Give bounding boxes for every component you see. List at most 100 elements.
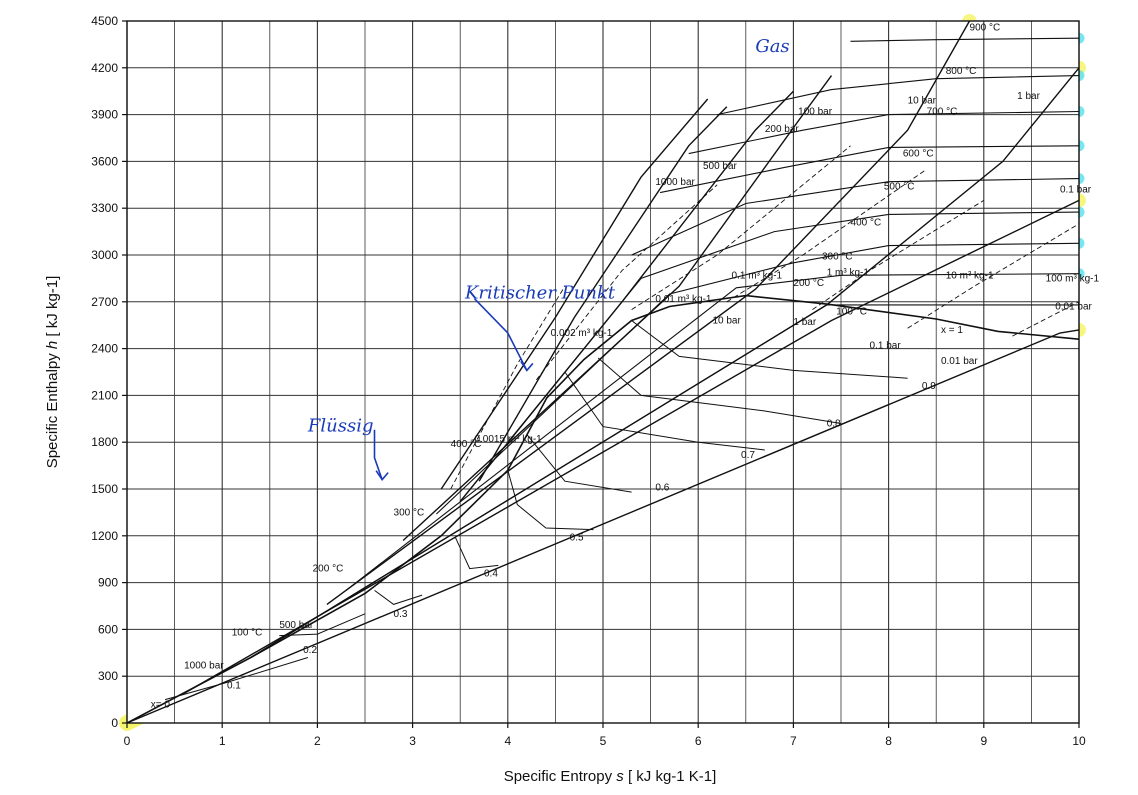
- curve-label: 0.1: [227, 681, 241, 692]
- isobar-line: [478, 106, 728, 482]
- curve-label: 0.01 m³ kg-1: [655, 294, 712, 305]
- quality-line: [454, 537, 499, 570]
- handwritten-note: Flüssig: [307, 415, 374, 436]
- handwritten-note: Kritischer Punkt: [464, 283, 616, 304]
- y-tick-label: 1500: [91, 482, 118, 496]
- curve-label: 0.7: [741, 450, 755, 461]
- y-tick-label: 3900: [91, 108, 118, 122]
- curve-label: 0.01 bar: [941, 356, 978, 367]
- curve-label: 100 bar: [798, 107, 833, 118]
- isobar-line: [440, 98, 709, 490]
- y-tick-label: 1200: [91, 529, 118, 543]
- x-tick-label: 3: [409, 734, 416, 748]
- handwritten-arrowhead: [375, 470, 389, 481]
- curve-label: 0.4: [484, 568, 498, 579]
- curve-label: 1000 bar: [184, 660, 224, 671]
- quality-line: [631, 320, 908, 379]
- curve-label: 10 bar: [712, 316, 741, 327]
- isobar-line: [183, 199, 1080, 695]
- isotherm-line: [250, 304, 1079, 658]
- isotherm-line: [436, 242, 1080, 515]
- curve-label: 0.0015 m³ kg-1: [474, 434, 542, 445]
- axes: 0 1 2 3 4 5 6 7 8 9 10 0 300 600 900 1200 1500 1800 2100 24…: [91, 14, 1086, 748]
- x-tick-label: 5: [600, 734, 607, 748]
- curve-label: 500 bar: [703, 161, 738, 172]
- y-tick-label: 900: [98, 576, 118, 590]
- x-axis-title: Specific Entropy s [ kJ kg-1 K-1]: [504, 768, 717, 785]
- y-tick-label: 4200: [91, 61, 118, 75]
- y-tick-label: 2400: [91, 342, 118, 356]
- curve-label: 1000 bar: [655, 177, 695, 188]
- curve-label: 1 m³ kg-1: [827, 267, 870, 278]
- isobar-line: [402, 75, 833, 542]
- quality-line: [374, 589, 423, 605]
- curve-label: 1 bar: [1017, 91, 1040, 102]
- y-tick-label: 3300: [91, 201, 118, 215]
- isochore-line: [1012, 301, 1080, 337]
- curve-label: 200 bar: [765, 124, 800, 135]
- isotherm-line: [688, 110, 1080, 155]
- isochore-line: [907, 223, 1080, 329]
- isotherm-line: [631, 178, 1080, 256]
- curve-label: x= 0: [151, 699, 171, 710]
- y-tick-label: 2700: [91, 295, 118, 309]
- isobar-line: [326, 20, 971, 605]
- curve-label: 300 °C: [822, 252, 853, 263]
- y-tick-label: 3000: [91, 248, 118, 262]
- curve-label: 300 °C: [394, 508, 425, 519]
- quality-line: [597, 357, 842, 424]
- x-tick-label: 6: [695, 734, 702, 748]
- isotherm-line: [507, 211, 1080, 443]
- curve-label: 600 °C: [903, 149, 934, 160]
- y-tick-label: 1800: [91, 435, 118, 449]
- x-axis-title-symbol: s: [616, 768, 624, 785]
- x-tick-label: 7: [790, 734, 797, 748]
- y-axis-title-prefix: Specific Enthalpy: [44, 349, 61, 468]
- isotherm-line: [717, 75, 1080, 116]
- curve-label: 0.2: [303, 645, 317, 656]
- y-axis-title-unit: [ kJ kg-1]: [44, 276, 61, 337]
- isochore-line: [536, 184, 718, 381]
- curve-label: 200 °C: [793, 278, 824, 289]
- y-tick-label: 600: [98, 622, 118, 636]
- curve-label: 1 bar: [793, 317, 816, 328]
- handwritten-arrow: [473, 298, 528, 371]
- y-tick-label: 2100: [91, 388, 118, 402]
- curve-label: 0.8: [827, 419, 841, 430]
- y-tick-label: 300: [98, 669, 118, 683]
- curve-label: 200 °C: [313, 564, 344, 575]
- isochore-line: [631, 145, 851, 310]
- y-axis-title-symbol: h: [44, 341, 61, 349]
- x-tick-label: 0: [124, 734, 131, 748]
- grid: [126, 20, 1080, 724]
- y-axis-title: Specific Enthalpy h [ kJ kg-1]: [44, 276, 61, 469]
- x-tick-label: 2: [314, 734, 321, 748]
- curve-label: 100 m³ kg-1: [1046, 274, 1100, 285]
- curve-label: 500 bar: [279, 620, 314, 631]
- quality-line: [526, 434, 632, 493]
- quality-line: [164, 657, 309, 701]
- x-axis-title-unit: [ kJ kg-1 K-1]: [628, 768, 716, 785]
- saturation-dome: [126, 294, 1080, 724]
- curve-label: 800 °C: [946, 66, 977, 77]
- x-tick-label: 10: [1072, 734, 1086, 748]
- isotherm-line: [659, 145, 1080, 194]
- curve-label: 0.1 bar: [1060, 185, 1092, 196]
- curve-label: 500 °C: [884, 181, 915, 192]
- handwritten-notes: Gas Kritischer Punkt Flüssig: [307, 36, 790, 481]
- y-tick-label: 0: [111, 716, 118, 730]
- y-tick-label: 3600: [91, 154, 118, 168]
- handwritten-arrowhead: [520, 360, 534, 372]
- quality-line: [507, 470, 594, 531]
- isochore-line: [450, 285, 566, 490]
- curve-label: 100 °C: [836, 306, 867, 317]
- curve-label: 400 °C: [451, 439, 482, 450]
- curve-label: 10 m³ kg-1: [946, 270, 994, 281]
- curve-label: 0.01 bar: [1055, 302, 1092, 313]
- curve-label: 0.9: [922, 381, 936, 392]
- curve-label: 100 °C: [232, 628, 263, 639]
- handwritten-note: Gas: [755, 36, 789, 57]
- curve-label: 900 °C: [970, 22, 1001, 33]
- property-curves: [126, 20, 1080, 724]
